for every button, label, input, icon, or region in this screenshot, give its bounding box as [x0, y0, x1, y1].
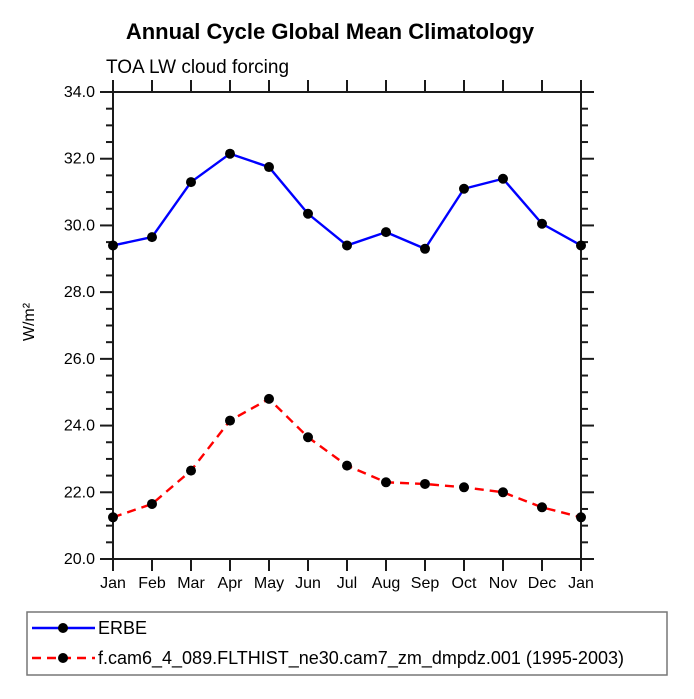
- data-point: [147, 232, 157, 243]
- legend-label-erbe: ERBE: [98, 618, 147, 638]
- legend-box: [26, 611, 668, 676]
- series-line-1: [112, 397, 582, 519]
- data-point: [576, 240, 586, 251]
- y-axis-label: W/m²: [21, 302, 38, 341]
- axes: Jan Feb Mar Apr May Jun Jul Aug Sep Oct Nov Dec Jan 2…: [64, 80, 594, 592]
- x-tick-label: Aug: [372, 575, 400, 592]
- data-point: [498, 173, 508, 184]
- data-point: [147, 498, 157, 509]
- data-point: [303, 432, 313, 443]
- legend: ERBE f.cam6_4_089.FLTHIST_ne30.cam7_zm_d…: [26, 611, 668, 676]
- x-tick-label: Nov: [489, 575, 517, 592]
- y-tick-label: 28.0: [64, 284, 95, 301]
- x-tick-label: Feb: [138, 575, 166, 592]
- y-tick-label: 26.0: [64, 351, 95, 368]
- data-point: [381, 227, 391, 238]
- y-tick-label: 22.0: [64, 484, 95, 501]
- data-point: [459, 482, 469, 493]
- x-tick-label: Oct: [452, 575, 477, 592]
- chart-subtitle: TOA LW cloud forcing: [106, 57, 289, 78]
- x-tick-label: Jan: [568, 575, 594, 592]
- plot-frame: [112, 91, 582, 560]
- y-tick-label: 24.0: [64, 418, 95, 435]
- series: [108, 148, 586, 523]
- data-point: [381, 477, 391, 488]
- data-point: [537, 502, 547, 513]
- series-line-0: [112, 152, 582, 250]
- y-tick-label: 30.0: [64, 217, 95, 234]
- data-point: [303, 208, 313, 219]
- legend-model-marker-dot: [58, 653, 68, 663]
- data-point: [108, 240, 118, 251]
- data-point: [186, 177, 196, 188]
- data-point: [264, 393, 274, 404]
- data-point: [264, 162, 274, 173]
- x-tick-label: Mar: [177, 575, 205, 592]
- x-tick-label: Apr: [218, 575, 244, 592]
- data-point: [342, 240, 352, 251]
- x-tick-label: Jun: [295, 575, 321, 592]
- legend-label-model: f.cam6_4_089.FLTHIST_ne30.cam7_zm_dmpdz.…: [98, 648, 624, 669]
- data-point: [186, 465, 196, 476]
- data-point: [498, 487, 508, 498]
- data-point: [225, 148, 235, 159]
- data-point: [342, 460, 352, 471]
- data-point: [108, 512, 118, 523]
- data-point: [576, 512, 586, 523]
- x-tick-label: Jan: [100, 575, 126, 592]
- y-tick-label: 34.0: [64, 84, 95, 101]
- x-tick-label: May: [254, 575, 284, 592]
- y-tick-label: 32.0: [64, 151, 95, 168]
- data-point: [225, 415, 235, 426]
- x-tick-label: Jul: [337, 575, 357, 592]
- legend-erbe-marker-dot: [58, 623, 68, 633]
- data-point: [420, 243, 430, 254]
- y-tick-label: 20.0: [64, 551, 95, 568]
- page-title: Annual Cycle Global Mean Climatology: [126, 19, 535, 44]
- data-point: [459, 183, 469, 194]
- data-point: [537, 218, 547, 229]
- data-point: [420, 478, 430, 489]
- x-tick-label: Sep: [411, 575, 440, 592]
- x-tick-label: Dec: [528, 575, 556, 592]
